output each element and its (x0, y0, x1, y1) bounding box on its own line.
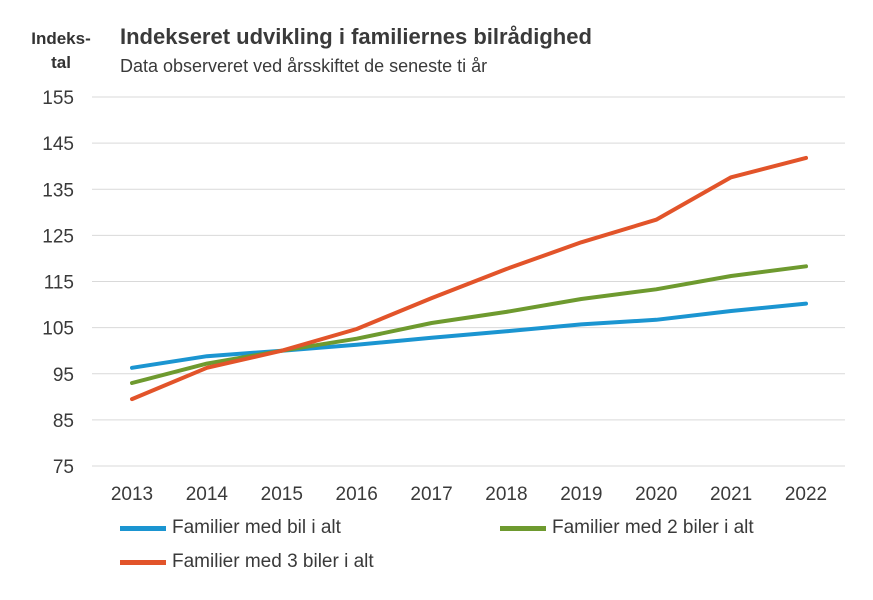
x-tick-label: 2017 (410, 484, 452, 505)
series-line-3-biler (130, 155, 808, 402)
legend-label-bil: Familier med bil i alt (172, 517, 341, 538)
legend-item-3-biler: Familier med 3 biler i alt (120, 551, 374, 573)
x-tick-label: 2013 (111, 484, 153, 505)
x-tick-label: 2014 (186, 484, 229, 505)
y-tick-label: 85 (53, 411, 74, 432)
series-line-2-biler (130, 264, 808, 385)
x-tick-label: 2015 (261, 484, 303, 505)
chart-title: Indekseret udvikling i familiernes bilrå… (120, 24, 592, 49)
x-tick-label: 2021 (710, 484, 752, 505)
x-tick-label: 2016 (336, 484, 378, 505)
legend-label-2-biler: Familier med 2 biler i alt (552, 517, 754, 538)
x-tick-label: 2019 (560, 484, 602, 505)
y-tick-label: 105 (42, 319, 74, 340)
y-tick-label: 155 (42, 88, 74, 109)
legend-swatch-bil (120, 525, 166, 531)
x-tick-label: 2018 (485, 484, 527, 505)
y-tick-label: 145 (42, 134, 74, 155)
y-tick-label: 125 (42, 226, 74, 247)
x-tick-label: 2022 (785, 484, 827, 505)
legend-swatch-2-biler (500, 525, 546, 531)
y-tick-label: 95 (53, 365, 74, 386)
y-axis-label: Indeks- tal (31, 29, 91, 72)
y-tick-label: 135 (42, 180, 74, 201)
x-tick-label: 2020 (635, 484, 677, 505)
chart-subtitle: Data observeret ved årsskiftet de senest… (120, 56, 488, 76)
legend-item-2-biler: Familier med 2 biler i alt (500, 517, 754, 539)
series-line-bil (130, 301, 808, 370)
legend-swatch-3-biler (120, 559, 166, 565)
legend-item-bil: Familier med bil i alt (120, 517, 341, 539)
y-tick-label: 115 (44, 273, 74, 294)
y-tick-label: 75 (53, 457, 74, 478)
legend-label-3-biler: Familier med 3 biler i alt (172, 551, 374, 572)
